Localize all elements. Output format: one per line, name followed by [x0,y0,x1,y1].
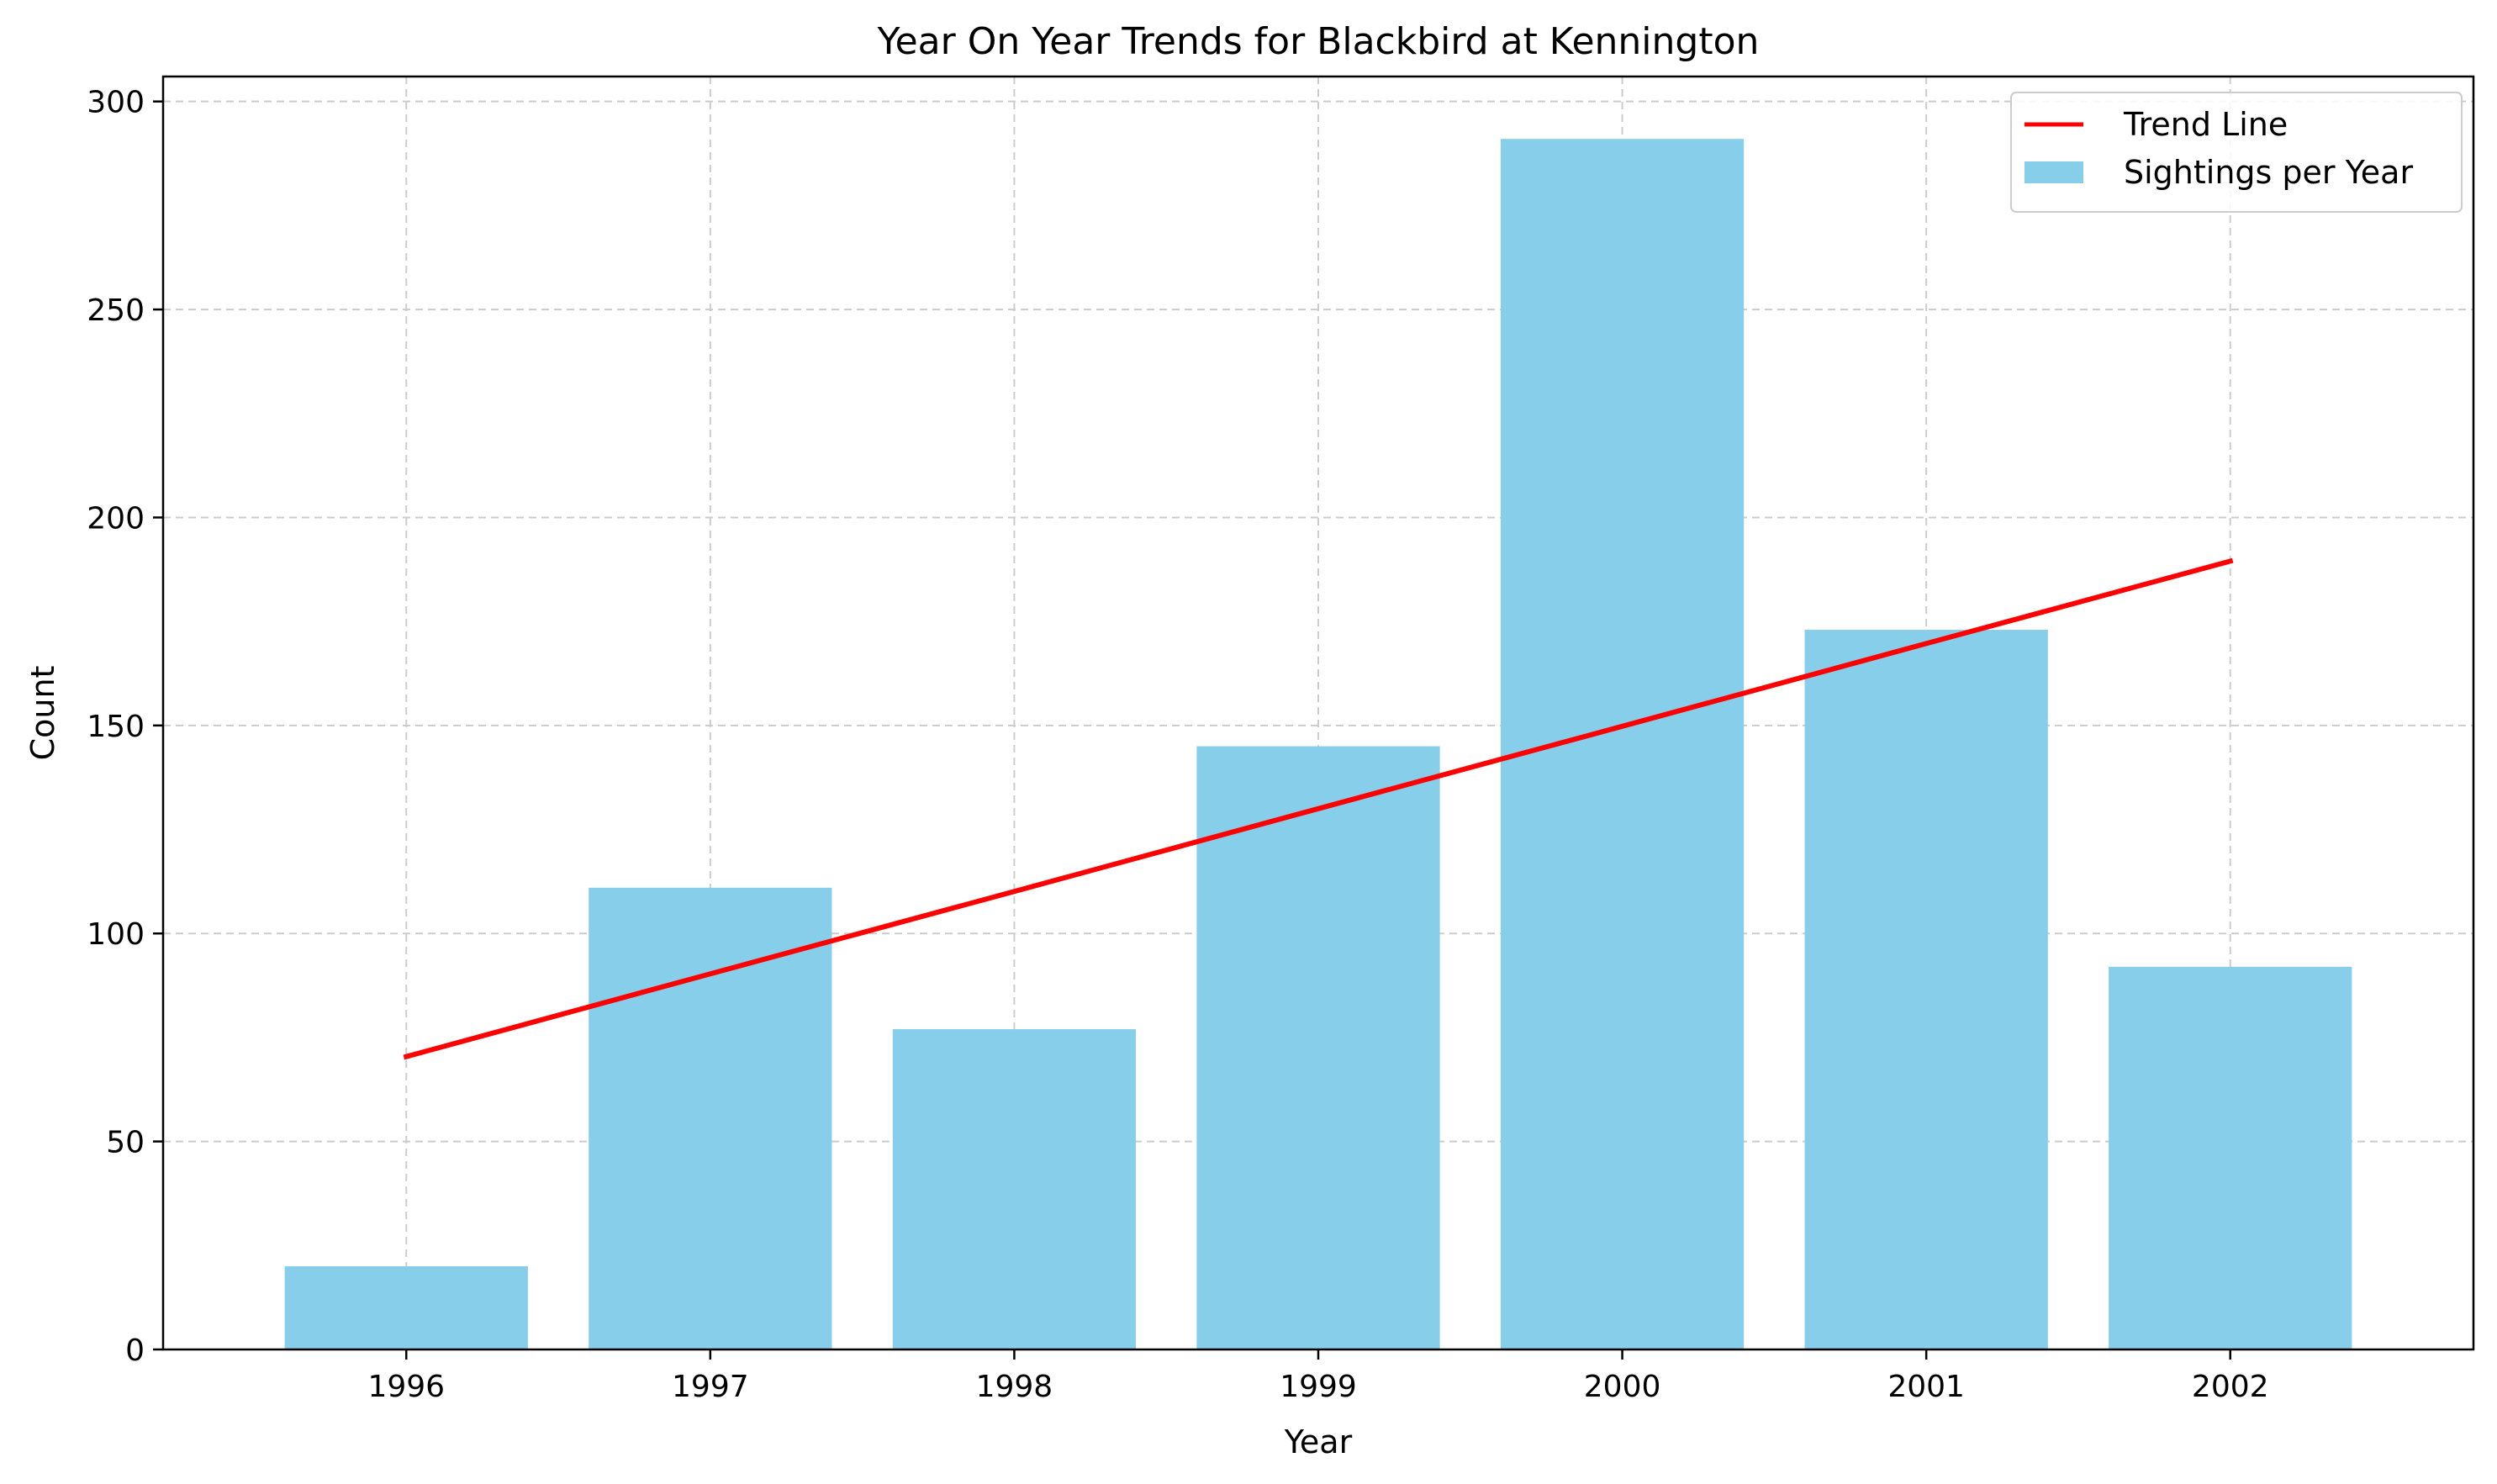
bar-2001 [1804,630,2048,1349]
legend: Trend Line Sightings per Year [2010,92,2463,213]
trend-line-layer [403,557,2234,1060]
y-tick-label: 250 [87,293,145,328]
bar-1996 [284,1266,528,1349]
legend-trend-line-label: Trend Line [2123,106,2288,143]
x-axis-label: Year [1284,1423,1353,1460]
y-tick-label: 50 [106,1126,145,1160]
legend-bar-swatch [2025,161,2083,183]
y-tick-label: 200 [87,501,145,536]
legend-bar-label: Sightings per Year [2124,154,2413,191]
bar-2002 [2109,966,2352,1349]
ticks-layer: 0 50 100 150 200 250 300 1996 1997 1998 1999 2000 20… [87,86,2268,1404]
legend-box [2010,92,2463,213]
x-tick-label: 1997 [672,1370,749,1404]
x-tick-label: 1998 [976,1370,1053,1404]
bar-1999 [1196,746,1440,1349]
y-axis-label: Count [24,666,61,761]
bars-layer [284,139,2352,1349]
x-tick-label: 1996 [367,1370,445,1404]
y-tick-label: 150 [87,710,145,744]
bar-1997 [589,887,832,1349]
y-tick-label: 300 [87,86,145,120]
y-tick-label: 0 [125,1333,145,1368]
trend-line [403,557,2234,1060]
y-tick-label: 100 [87,917,145,952]
x-tick-label: 2002 [2192,1370,2269,1404]
chart-title: Year On Year Trends for Blackbird at Ken… [877,20,1760,63]
x-tick-label: 2000 [1584,1370,1661,1404]
bar-2000 [1500,139,1745,1349]
x-tick-label: 2001 [1887,1370,1965,1404]
x-tick-label: 1999 [1280,1370,1357,1404]
bar-1998 [892,1029,1137,1349]
